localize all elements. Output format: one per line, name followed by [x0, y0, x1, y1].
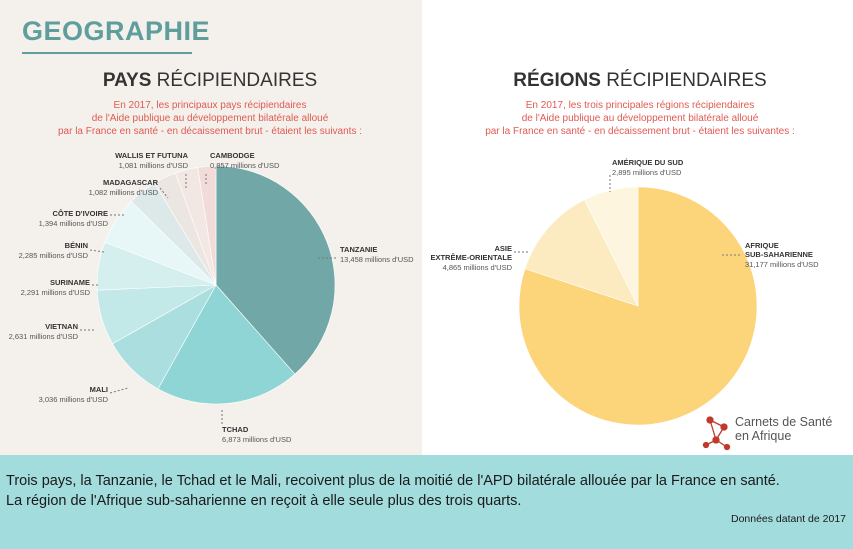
slice-label: MADAGASCAR [103, 178, 159, 187]
regions-subtitle-line: de l'Aide publique au développement bila… [521, 113, 759, 124]
slice-label: MALI [90, 385, 108, 394]
slice-label: SURINAME [50, 278, 90, 287]
slice-label: WALLIS ET FUTUNA [115, 151, 188, 160]
regions-subtitle-line: par la France en santé - en décaissement… [485, 126, 795, 137]
countries-subtitle-line: de l'Aide publique au développement bila… [91, 113, 329, 124]
slice-label: TCHAD [222, 425, 249, 434]
footer-line: La région de l'Afrique sub-saharienne en… [6, 493, 522, 509]
pie-slice-tanzanie [215, 165, 336, 375]
slice-label: TANZANIE [340, 245, 377, 254]
logo-line: Carnets de Santé [735, 415, 833, 429]
slice-label: VIETNAN [45, 322, 78, 331]
slice-value-label: 1,394 millions d'USD [39, 219, 109, 228]
pie-slice-asie-extreme-orientale [524, 199, 639, 307]
footer-text: Trois pays, la Tanzanie, le Tchad et le … [6, 471, 851, 511]
slice-value-label: 3,036 millions d'USD [39, 395, 109, 404]
countries-subtitle-line: par la France en santé - en décaissement… [57, 126, 363, 137]
footer-line: Trois pays, la Tanzanie, le Tchad et le … [6, 473, 780, 489]
logo-graphic [702, 416, 731, 451]
pie-slice-amerique-du-sud [584, 186, 639, 307]
countries-title-bold: PAYS [102, 70, 152, 91]
slice-label: AMÉRIQUE DU SUD [612, 158, 684, 167]
countries-title-rest: RÉCIPIENDAIRES [151, 70, 318, 91]
logo-line: en Afrique [735, 429, 792, 443]
slice-value-label: 2,631 millions d'USD [9, 332, 79, 341]
pie-slice-tchad [157, 284, 296, 405]
countries-subtitle-line: En 2017, les principaux pays récipiendai… [113, 100, 307, 111]
slice-value-label: 2,895 millions d'USD [612, 168, 682, 177]
leader-line [109, 387, 129, 394]
pie-slice-afrique-sub-saharienne [518, 186, 758, 426]
logo-network-icon [702, 416, 731, 451]
logo-text: Carnets de Santé en Afrique [735, 415, 832, 443]
slice-value-label: 0,857 millions d'USD [210, 161, 280, 170]
footer-banner: Trois pays, la Tanzanie, le Tchad et le … [0, 455, 853, 549]
regions-subtitle-line: En 2017, les trois principales régions r… [525, 100, 755, 111]
slice-value-label: 2,291 millions d'USD [21, 288, 91, 297]
slice-value-label: 13,458 millions d'USD [340, 255, 414, 264]
footer-note: Données datant de 2017 [730, 513, 846, 525]
slice-value-label: 1,081 millions d'USD [119, 161, 189, 170]
countries-chart-subtitle: En 2017, les principaux pays récipiendai… [10, 99, 410, 138]
regions-chart-title: RÉGIONS RÉCIPIENDAIRES [440, 70, 840, 92]
slice-value-label: 31,177 millions d'USD [745, 260, 819, 269]
regions-title-rest: RÉCIPIENDAIRES [600, 70, 767, 91]
slice-label: SUB-SAHARIENNE [745, 250, 813, 259]
slice-label: ASIE [494, 244, 512, 253]
countries-chart-title: PAYS RÉCIPIENDAIRES [10, 70, 410, 92]
slice-label: BÉNIN [65, 241, 88, 250]
slice-value-label: 1,082 millions d'USD [89, 188, 159, 197]
regions-title-bold: RÉGIONS [513, 70, 601, 91]
section-title-underline [22, 52, 192, 54]
slice-value-label: 4,865 millions d'USD [443, 263, 513, 272]
slice-label: CÔTE D'IVOIRE [52, 209, 108, 218]
section-title: GEOGRAPHIE [22, 16, 211, 46]
slice-label: EXTRÊME-ORIENTALE [430, 253, 512, 262]
slice-value-label: 6,873 millions d'USD [222, 435, 292, 444]
pie-slice-cambodge [197, 165, 217, 286]
slice-label: CAMBODGE [210, 151, 255, 160]
slice-value-label: 2,285 millions d'USD [19, 251, 89, 260]
slice-label: AFRIQUE [745, 241, 779, 250]
regions-chart-subtitle: En 2017, les trois principales régions r… [440, 99, 840, 138]
